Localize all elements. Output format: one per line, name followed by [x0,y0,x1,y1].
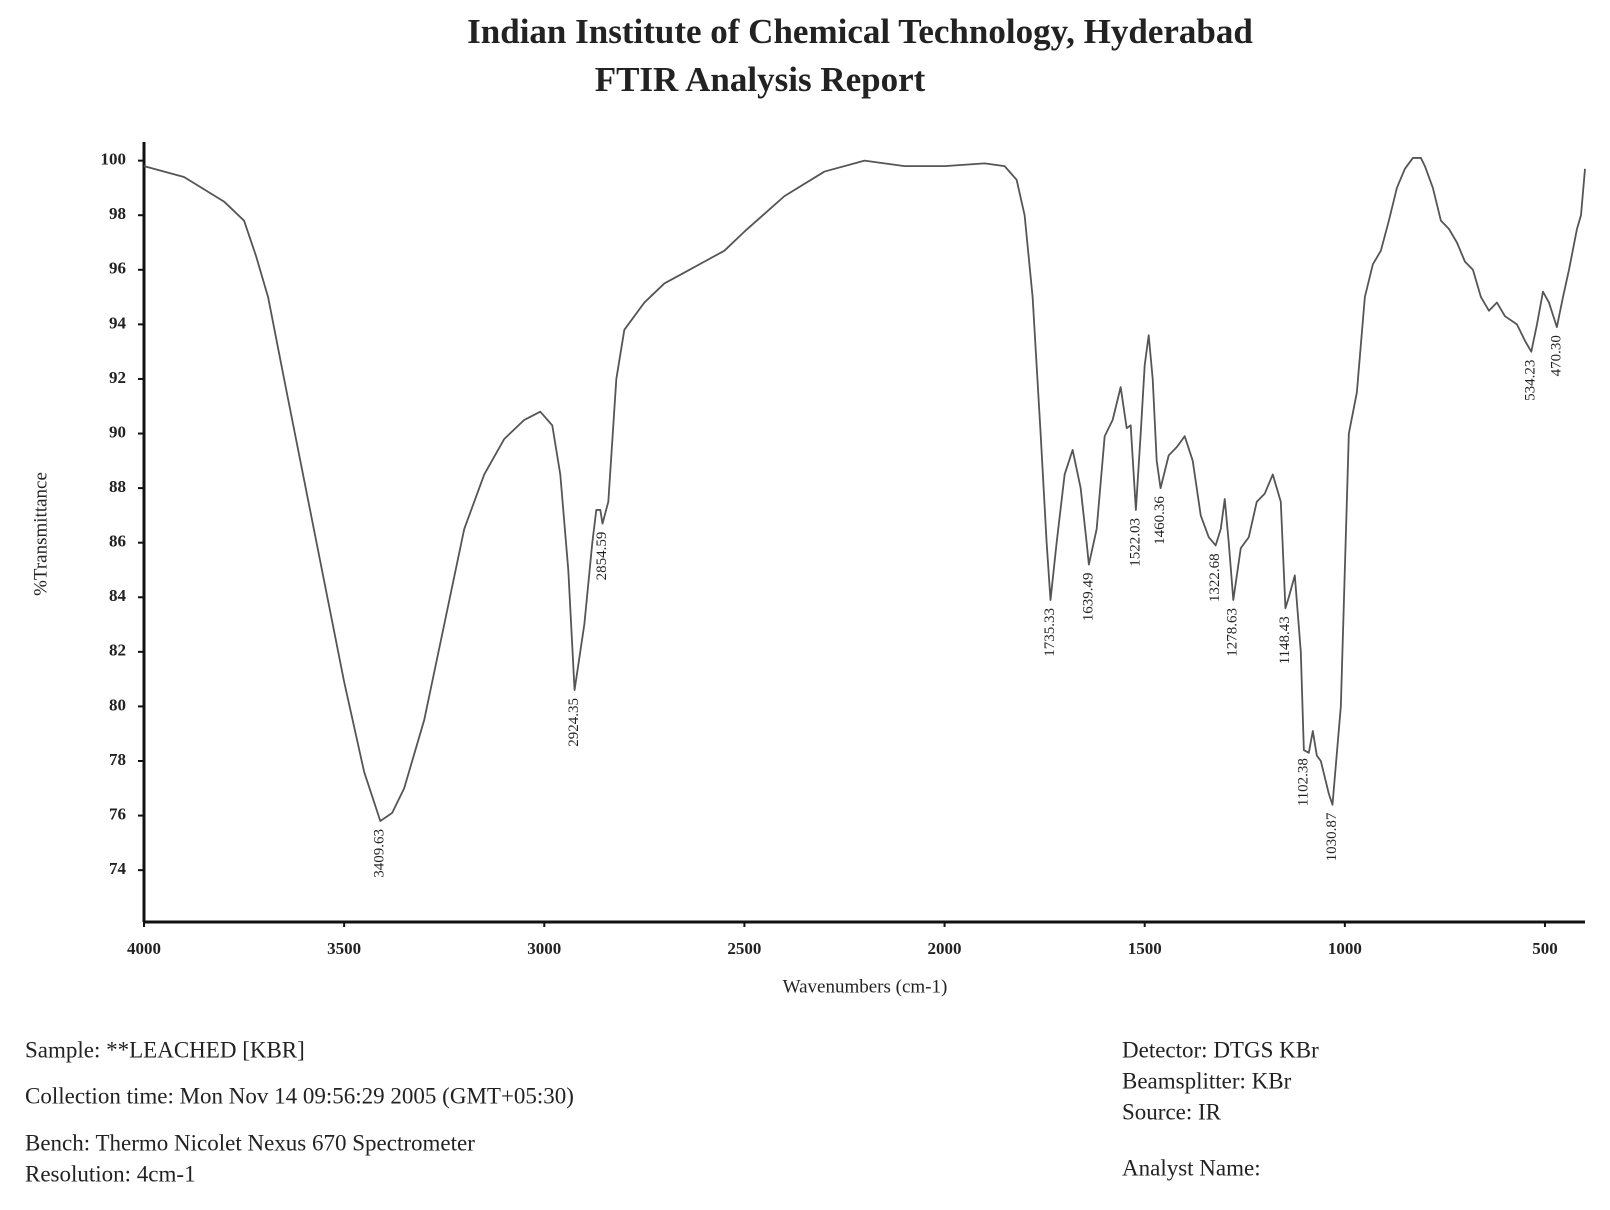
peak-label: 470.30 [1548,335,1564,376]
y-tick-label: 86 [109,532,126,551]
y-tick-label: 96 [109,259,126,278]
x-axis-label: Wavenumbers (cm-1) [783,976,948,997]
peak-label: 1030.87 [1324,812,1340,861]
report-field: Collection time: Mon Nov 14 09:56:29 200… [25,1083,574,1108]
y-tick-label: 82 [109,641,126,660]
y-tick-label: 74 [109,859,127,878]
peak-label: 2924.35 [566,698,582,747]
spectrum-line [143,157,1586,822]
x-tick-label: 3000 [527,939,561,958]
peak-label: 534.23 [1523,360,1539,401]
peak-label: 3409.63 [372,829,388,878]
y-tick-label: 78 [109,750,126,769]
y-tick-label: 90 [109,422,126,441]
x-tick-label: 1000 [1328,939,1362,958]
peak-label: 1460.36 [1152,496,1168,545]
peak-label: 1322.68 [1207,553,1223,602]
peak-label: 1735.33 [1042,608,1058,657]
report-field: Detector: DTGS KBr [1122,1037,1319,1062]
y-tick-label: 88 [109,477,126,496]
y-tick-label: 76 [109,804,126,823]
x-tick-label: 500 [1532,939,1558,958]
peak-label: 1102.38 [1295,758,1311,806]
x-tick-label: 1500 [1128,939,1162,958]
x-tick-label: 2000 [928,939,962,958]
report-field: Sample: **LEACHED [KBR] [25,1037,305,1062]
y-axis-label: %Transmittance [30,472,51,596]
peak-label: 1278.63 [1225,608,1241,657]
peak-label: 1522.03 [1127,518,1143,567]
y-tick-label: 100 [101,150,127,169]
y-tick-label: 80 [109,695,126,714]
chart-subtitle: FTIR Analysis Report [595,60,926,99]
report-field: Resolution: 4cm-1 [25,1161,196,1186]
report-field: Beamsplitter: KBr [1122,1068,1292,1093]
peak-label: 1639.49 [1080,573,1096,622]
y-tick-label: 92 [109,368,126,387]
peak-label: 1148.43 [1277,616,1293,664]
chart-title: Indian Institute of Chemical Technology,… [467,12,1253,51]
x-tick-label: 4000 [127,939,161,958]
report-field: Source: IR [1122,1099,1222,1124]
y-tick-label: 84 [109,586,127,605]
report-field: Bench: Thermo Nicolet Nexus 670 Spectrom… [25,1130,475,1155]
peak-label: 2854.59 [594,532,610,581]
y-tick-label: 98 [109,204,126,223]
x-tick-label: 3500 [327,939,361,958]
report-field: Analyst Name: [1122,1155,1261,1180]
y-tick-label: 94 [109,313,127,332]
x-tick-label: 2500 [727,939,761,958]
